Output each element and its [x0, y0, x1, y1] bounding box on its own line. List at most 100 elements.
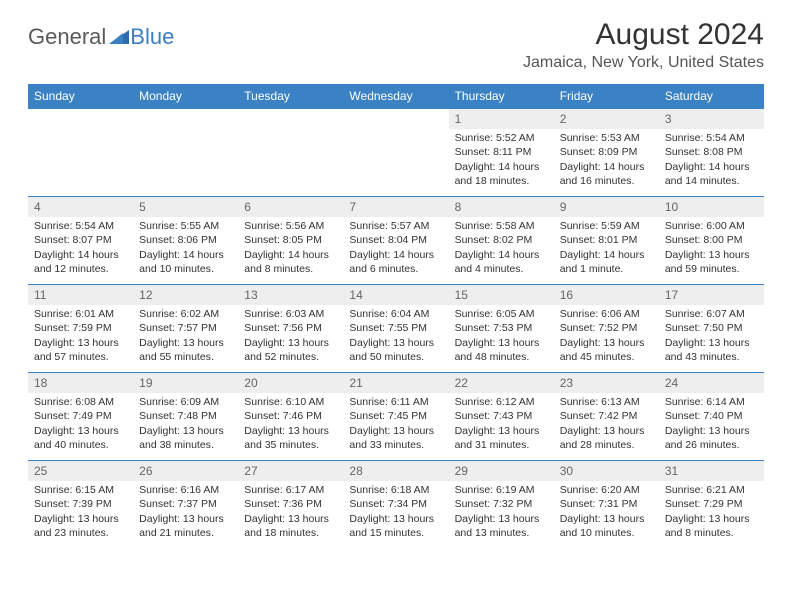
day-number: 5 — [133, 197, 238, 217]
calendar-day-cell: 3Sunrise: 5:54 AMSunset: 8:08 PMDaylight… — [659, 109, 764, 197]
calendar-day-cell: 18Sunrise: 6:08 AMSunset: 7:49 PMDayligh… — [28, 373, 133, 461]
calendar-day-cell: 31Sunrise: 6:21 AMSunset: 7:29 PMDayligh… — [659, 461, 764, 549]
day-info: Sunrise: 6:15 AMSunset: 7:39 PMDaylight:… — [28, 483, 133, 544]
day-number: 31 — [659, 461, 764, 481]
weekday-header: Friday — [554, 84, 659, 109]
day-number: 9 — [554, 197, 659, 217]
day-info: Sunrise: 6:09 AMSunset: 7:48 PMDaylight:… — [133, 395, 238, 456]
calendar-week-row: 18Sunrise: 6:08 AMSunset: 7:49 PMDayligh… — [28, 373, 764, 461]
day-number: 15 — [449, 285, 554, 305]
day-info: Sunrise: 6:01 AMSunset: 7:59 PMDaylight:… — [28, 307, 133, 368]
day-number: 17 — [659, 285, 764, 305]
calendar-day-cell — [133, 109, 238, 197]
calendar-day-cell: 12Sunrise: 6:02 AMSunset: 7:57 PMDayligh… — [133, 285, 238, 373]
title-block: August 2024 Jamaica, New York, United St… — [523, 18, 764, 72]
location-text: Jamaica, New York, United States — [523, 54, 764, 72]
day-number: 3 — [659, 109, 764, 129]
day-info: Sunrise: 6:17 AMSunset: 7:36 PMDaylight:… — [238, 483, 343, 544]
day-number: 29 — [449, 461, 554, 481]
calendar-day-cell: 17Sunrise: 6:07 AMSunset: 7:50 PMDayligh… — [659, 285, 764, 373]
calendar-day-cell: 23Sunrise: 6:13 AMSunset: 7:42 PMDayligh… — [554, 373, 659, 461]
calendar-week-row: 4Sunrise: 5:54 AMSunset: 8:07 PMDaylight… — [28, 197, 764, 285]
calendar-day-cell: 11Sunrise: 6:01 AMSunset: 7:59 PMDayligh… — [28, 285, 133, 373]
brand-part1: General — [28, 24, 106, 50]
calendar-day-cell: 4Sunrise: 5:54 AMSunset: 8:07 PMDaylight… — [28, 197, 133, 285]
day-info: Sunrise: 6:04 AMSunset: 7:55 PMDaylight:… — [343, 307, 448, 368]
day-number: 12 — [133, 285, 238, 305]
day-info: Sunrise: 5:54 AMSunset: 8:07 PMDaylight:… — [28, 219, 133, 280]
day-info: Sunrise: 6:18 AMSunset: 7:34 PMDaylight:… — [343, 483, 448, 544]
day-number: 27 — [238, 461, 343, 481]
day-info: Sunrise: 6:08 AMSunset: 7:49 PMDaylight:… — [28, 395, 133, 456]
day-number: 20 — [238, 373, 343, 393]
calendar-day-cell: 27Sunrise: 6:17 AMSunset: 7:36 PMDayligh… — [238, 461, 343, 549]
day-info: Sunrise: 5:56 AMSunset: 8:05 PMDaylight:… — [238, 219, 343, 280]
day-number-empty — [343, 109, 448, 129]
day-info: Sunrise: 5:57 AMSunset: 8:04 PMDaylight:… — [343, 219, 448, 280]
day-info: Sunrise: 5:52 AMSunset: 8:11 PMDaylight:… — [449, 131, 554, 192]
day-number: 6 — [238, 197, 343, 217]
weekday-header: Wednesday — [343, 84, 448, 109]
day-number: 22 — [449, 373, 554, 393]
day-info: Sunrise: 6:05 AMSunset: 7:53 PMDaylight:… — [449, 307, 554, 368]
day-number: 14 — [343, 285, 448, 305]
day-number: 1 — [449, 109, 554, 129]
calendar-day-cell: 1Sunrise: 5:52 AMSunset: 8:11 PMDaylight… — [449, 109, 554, 197]
calendar-table: SundayMondayTuesdayWednesdayThursdayFrid… — [28, 84, 764, 549]
calendar-day-cell — [238, 109, 343, 197]
day-number: 26 — [133, 461, 238, 481]
header: General Blue August 2024 Jamaica, New Yo… — [28, 18, 764, 72]
calendar-day-cell: 28Sunrise: 6:18 AMSunset: 7:34 PMDayligh… — [343, 461, 448, 549]
calendar-day-cell — [28, 109, 133, 197]
day-number-empty — [28, 109, 133, 129]
calendar-day-cell — [343, 109, 448, 197]
brand-part2: Blue — [130, 24, 174, 50]
day-info: Sunrise: 5:58 AMSunset: 8:02 PMDaylight:… — [449, 219, 554, 280]
weekday-header: Thursday — [449, 84, 554, 109]
calendar-week-row: 1Sunrise: 5:52 AMSunset: 8:11 PMDaylight… — [28, 109, 764, 197]
day-info: Sunrise: 5:54 AMSunset: 8:08 PMDaylight:… — [659, 131, 764, 192]
day-info: Sunrise: 6:07 AMSunset: 7:50 PMDaylight:… — [659, 307, 764, 368]
day-number: 28 — [343, 461, 448, 481]
calendar-day-cell: 25Sunrise: 6:15 AMSunset: 7:39 PMDayligh… — [28, 461, 133, 549]
calendar-day-cell: 24Sunrise: 6:14 AMSunset: 7:40 PMDayligh… — [659, 373, 764, 461]
day-number: 13 — [238, 285, 343, 305]
day-number: 18 — [28, 373, 133, 393]
day-info: Sunrise: 5:53 AMSunset: 8:09 PMDaylight:… — [554, 131, 659, 192]
day-number: 4 — [28, 197, 133, 217]
day-info: Sunrise: 6:03 AMSunset: 7:56 PMDaylight:… — [238, 307, 343, 368]
day-info: Sunrise: 6:20 AMSunset: 7:31 PMDaylight:… — [554, 483, 659, 544]
calendar-day-cell: 16Sunrise: 6:06 AMSunset: 7:52 PMDayligh… — [554, 285, 659, 373]
day-number: 2 — [554, 109, 659, 129]
day-info: Sunrise: 6:12 AMSunset: 7:43 PMDaylight:… — [449, 395, 554, 456]
day-info: Sunrise: 6:06 AMSunset: 7:52 PMDaylight:… — [554, 307, 659, 368]
calendar-day-cell: 6Sunrise: 5:56 AMSunset: 8:05 PMDaylight… — [238, 197, 343, 285]
day-info: Sunrise: 5:59 AMSunset: 8:01 PMDaylight:… — [554, 219, 659, 280]
brand-logo: General Blue — [28, 24, 174, 50]
calendar-day-cell: 13Sunrise: 6:03 AMSunset: 7:56 PMDayligh… — [238, 285, 343, 373]
day-info: Sunrise: 6:21 AMSunset: 7:29 PMDaylight:… — [659, 483, 764, 544]
calendar-day-cell: 29Sunrise: 6:19 AMSunset: 7:32 PMDayligh… — [449, 461, 554, 549]
calendar-day-cell: 20Sunrise: 6:10 AMSunset: 7:46 PMDayligh… — [238, 373, 343, 461]
calendar-day-cell: 19Sunrise: 6:09 AMSunset: 7:48 PMDayligh… — [133, 373, 238, 461]
day-number: 30 — [554, 461, 659, 481]
calendar-day-cell: 26Sunrise: 6:16 AMSunset: 7:37 PMDayligh… — [133, 461, 238, 549]
day-number: 21 — [343, 373, 448, 393]
day-info: Sunrise: 5:55 AMSunset: 8:06 PMDaylight:… — [133, 219, 238, 280]
day-number: 7 — [343, 197, 448, 217]
day-number: 25 — [28, 461, 133, 481]
calendar-day-cell: 2Sunrise: 5:53 AMSunset: 8:09 PMDaylight… — [554, 109, 659, 197]
day-number: 16 — [554, 285, 659, 305]
day-number: 8 — [449, 197, 554, 217]
calendar-day-cell: 30Sunrise: 6:20 AMSunset: 7:31 PMDayligh… — [554, 461, 659, 549]
weekday-header: Tuesday — [238, 84, 343, 109]
calendar-day-cell: 14Sunrise: 6:04 AMSunset: 7:55 PMDayligh… — [343, 285, 448, 373]
day-info: Sunrise: 6:10 AMSunset: 7:46 PMDaylight:… — [238, 395, 343, 456]
calendar-week-row: 25Sunrise: 6:15 AMSunset: 7:39 PMDayligh… — [28, 461, 764, 549]
calendar-day-cell: 21Sunrise: 6:11 AMSunset: 7:45 PMDayligh… — [343, 373, 448, 461]
brand-triangle-icon — [109, 24, 129, 50]
day-number: 10 — [659, 197, 764, 217]
weekday-header: Monday — [133, 84, 238, 109]
calendar-day-cell: 15Sunrise: 6:05 AMSunset: 7:53 PMDayligh… — [449, 285, 554, 373]
day-info: Sunrise: 6:11 AMSunset: 7:45 PMDaylight:… — [343, 395, 448, 456]
